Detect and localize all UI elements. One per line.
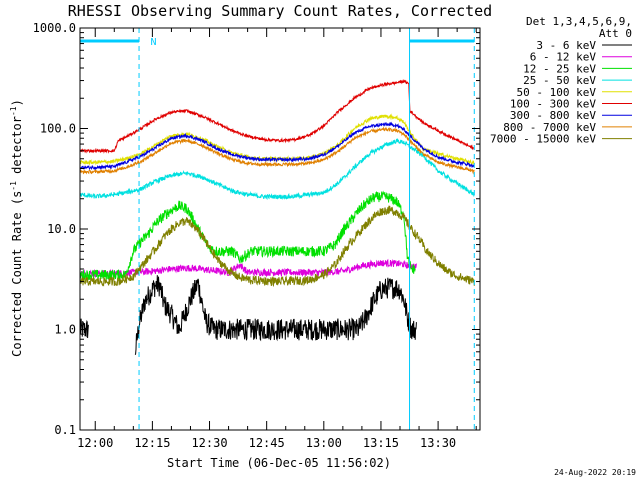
footer-date: 24-Aug-2022 20:19 [554,468,636,477]
legend-header-detectors: Det 1,3,4,5,6,9, [526,15,632,28]
y-axis-label: Corrected Count Rate (s-1 detector-1) [9,99,24,357]
series-line-1 [79,258,417,279]
series-line-6 [79,121,475,171]
legend-label-7: 800 - 7000 keV [503,121,596,134]
series-line-0 [79,275,417,355]
chart-title: RHESSI Observing Summary Count Rates, Co… [68,2,492,20]
legend-label-0: 3 - 6 keV [536,39,596,52]
night-marker-label: N [150,37,156,48]
legend-label-8: 7000 - 15000 keV [490,133,596,146]
series-line-7 [79,126,475,175]
legend-label-4: 50 - 100 keV [517,86,597,99]
x-tick-label-0: 12:00 [77,436,113,450]
x-tick-label-2: 12:30 [191,436,227,450]
y-axis-label-sup2: -1 [9,106,18,116]
y-axis-label-end: ) [10,99,24,106]
series-layer [79,79,475,355]
series-line-8 [79,205,475,288]
y-axis-label-main: Corrected Count Rate (s [10,191,24,357]
y-tick-label-3: 1.0 [54,323,76,337]
y-axis-label-sup1: -1 [9,181,18,191]
legend-header-attenuator: Att 0 [599,27,632,40]
legend-label-2: 12 - 25 keV [523,62,596,75]
y-tick-label-2: 10.0 [47,222,76,236]
y-tick-label-1: 100.0 [40,122,76,136]
legend-label-5: 100 - 300 keV [510,98,596,111]
legend-label-6: 300 - 800 keV [510,109,596,122]
legend-label-1: 6 - 12 keV [530,51,597,64]
x-tick-label-4: 13:00 [306,436,342,450]
series-line-5 [79,79,475,154]
legend-label-3: 25 - 50 keV [523,74,596,87]
y-tick-label-0: 1000.0 [33,21,76,35]
series-line-3 [79,138,475,201]
y-axis-label-mid: detector [10,116,24,181]
x-tick-label-1: 12:15 [134,436,170,450]
y-tick-label-4: 0.1 [54,423,76,437]
x-tick-label-6: 13:30 [420,436,456,450]
x-tick-label-3: 12:45 [249,436,285,450]
axis-layer: 1000.0 100.0 10.0 1.0 0.112:00 12:15 12:30 12:4… [33,21,481,450]
series-line-2 [79,190,416,281]
x-axis-label: Start Time (06-Dec-05 11:56:02) [167,456,391,470]
x-tick-label-5: 13:15 [363,436,399,450]
